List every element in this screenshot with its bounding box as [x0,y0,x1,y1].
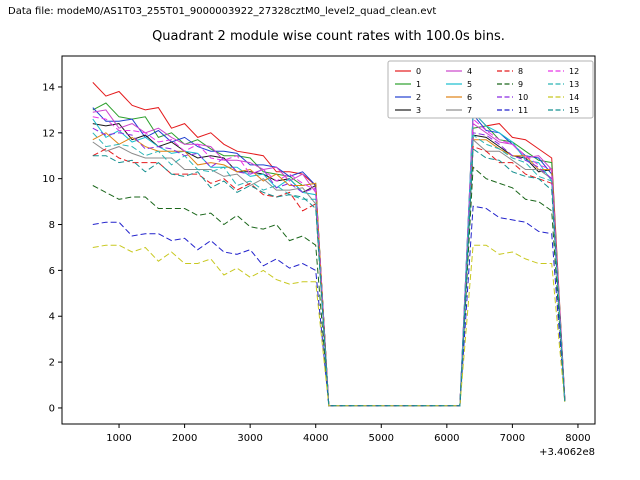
legend-label-2: 2 [416,93,421,102]
y-tick-label: 4 [49,312,55,323]
y-tick-label: 8 [49,220,55,231]
x-tick-label: 5000 [369,433,394,444]
legend-label-14: 14 [569,93,579,102]
series-line-15 [92,147,566,407]
legend-label-3: 3 [416,106,421,115]
legend-label-0: 0 [416,67,421,76]
legend-label-8: 8 [518,67,523,76]
legend-label-1: 1 [416,80,421,89]
x-tick-label: 4000 [303,433,328,444]
series-line-12 [92,116,566,407]
series-line-8 [92,145,566,407]
legend-frame [387,60,594,119]
y-tick-label: 6 [49,266,55,277]
series-line-7 [92,138,566,407]
legend-label-6: 6 [467,93,472,102]
y-tick-label: 14 [42,82,55,93]
legend-label-15: 15 [569,106,579,115]
series-line-6 [92,132,566,407]
legend-label-12: 12 [569,67,579,76]
series-line-14 [92,244,566,407]
series-line-10 [92,127,566,407]
x-tick-label: 8000 [565,433,590,444]
y-tick-label: 10 [42,174,55,185]
series-line-13 [92,132,566,407]
legend-label-11: 11 [518,106,528,115]
series-line-0 [92,82,566,407]
legend-label-5: 5 [467,80,472,89]
series-line-4 [92,109,566,407]
series-line-1 [92,102,566,407]
y-tick-label: 2 [49,358,55,369]
legend-label-7: 7 [467,106,472,115]
series-line-11 [92,205,566,407]
legend-label-9: 9 [518,80,523,89]
x-tick-label: 3000 [237,433,262,444]
series-line-2 [92,107,566,407]
y-tick-label: 0 [49,403,55,414]
x-tick-label: 7000 [500,433,525,444]
legend-label-13: 13 [569,80,579,89]
legend-label-10: 10 [518,93,528,102]
y-tick-label: 12 [42,128,55,139]
series-line-3 [92,123,566,407]
axes-frame [61,55,596,425]
x-axis-offset-label: +3.4062e8 [539,447,595,458]
x-tick-label: 6000 [434,433,459,444]
legend-label-4: 4 [467,67,472,76]
x-tick-label: 2000 [172,433,197,444]
datafile-label: Data file: modeM0/AS1T03_255T01_90000039… [8,6,437,17]
x-tick-label: 1000 [106,433,131,444]
series-line-9 [92,166,566,407]
chart-title: Quadrant 2 module wise count rates with … [152,29,505,44]
